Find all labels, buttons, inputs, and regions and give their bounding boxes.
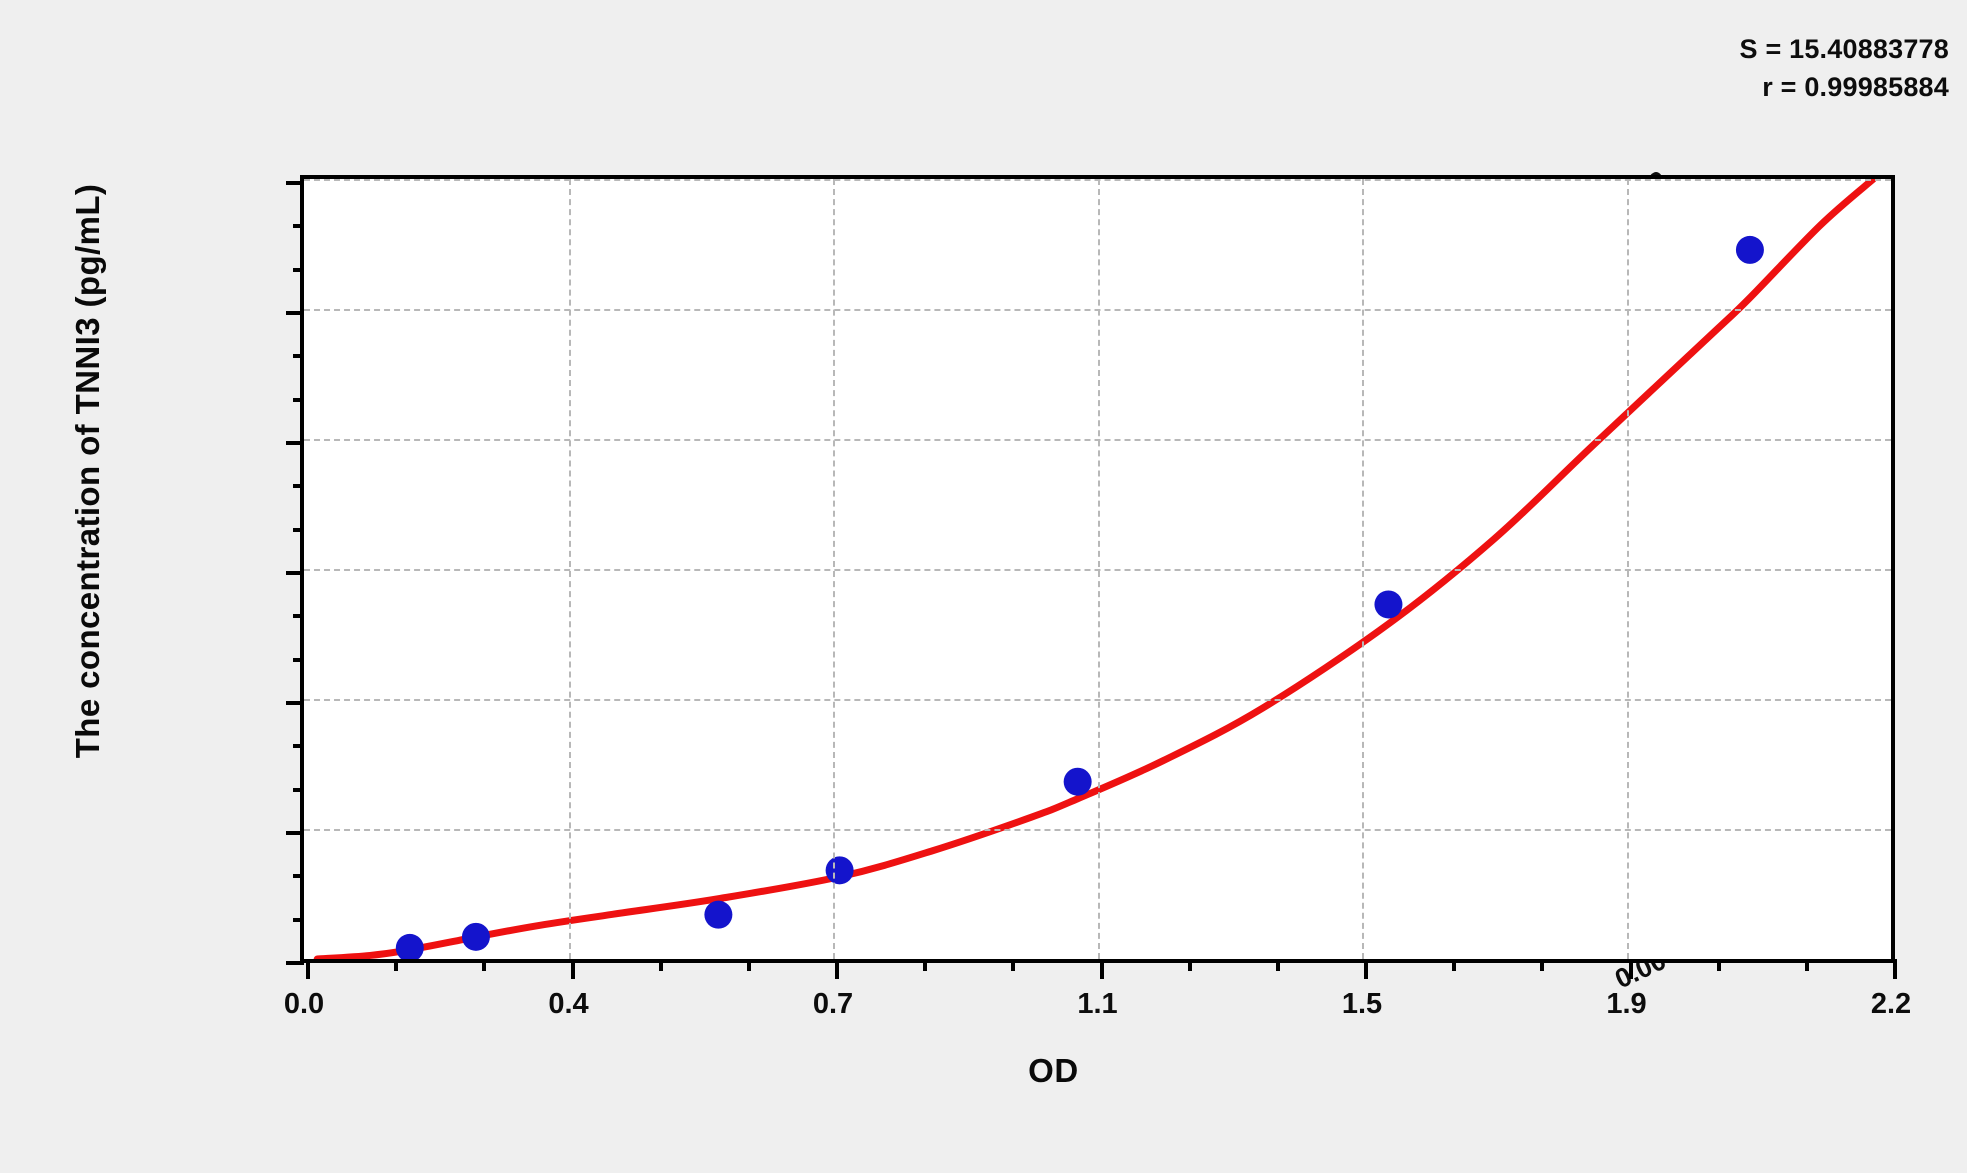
y-axis-title: The concentration of TNNI3 (pg/mL) (69, 183, 106, 759)
y-tick-minor (293, 744, 304, 749)
x-tick-minor (1011, 959, 1016, 971)
x-tick-label: 1.1 (1077, 988, 1118, 1020)
x-tick-minor (1540, 959, 1545, 971)
statistics-annotations: S = 15.40883778 r = 0.99985884 (1740, 30, 1949, 107)
fitted-curve (317, 179, 1873, 959)
x-tick-label: 0.7 (812, 988, 854, 1020)
data-point-marker[interactable] (704, 900, 733, 929)
plot-inner (304, 179, 1891, 959)
x-tick-minor (1275, 959, 1280, 971)
gridline-vertical (1626, 179, 1629, 959)
r-value-label: r = 0.99985884 (1762, 72, 1949, 103)
s-value-label: S = 15.40883778 (1739, 34, 1949, 64)
x-tick-minor (1716, 959, 1721, 971)
x-tick-major (1628, 959, 1633, 979)
x-axis-title: OD (1028, 1052, 1079, 1089)
x-tick-major (1364, 959, 1368, 979)
gridline-vertical (1097, 179, 1100, 959)
y-tick-major (286, 830, 304, 835)
gridline-vertical (1362, 179, 1364, 959)
y-tick-major (286, 181, 304, 185)
x-tick-minor (394, 959, 399, 971)
y-tick-minor (293, 657, 304, 662)
y-tick-major (286, 440, 304, 445)
y-tick-minor (293, 267, 304, 272)
y-tick-minor (293, 484, 304, 489)
y-tick-major (286, 701, 304, 705)
x-tick-minor (482, 959, 487, 971)
y-tick-minor (293, 614, 304, 619)
x-tick-major (306, 959, 310, 979)
x-tick-minor (1187, 959, 1192, 971)
x-tick-major (835, 959, 839, 979)
gridline-vertical (833, 179, 835, 959)
data-point-marker[interactable] (461, 922, 490, 951)
data-point-marker[interactable] (395, 933, 424, 959)
data-point-marker[interactable] (1374, 590, 1403, 619)
y-tick-minor (293, 874, 304, 879)
y-tick-minor (293, 917, 304, 922)
data-point-marker[interactable] (1735, 235, 1764, 264)
data-point-marker[interactable] (825, 856, 854, 885)
x-tick-minor (746, 959, 751, 971)
y-tick-major (286, 311, 304, 315)
x-tick-label: 2.2 (1870, 988, 1912, 1020)
y-tick-major (286, 571, 304, 575)
x-tick-label: 1.9 (1606, 988, 1647, 1020)
x-tick-minor (1804, 959, 1809, 971)
plot-area (286, 175, 1897, 979)
data-layer (304, 179, 1891, 959)
x-tick-label: 1.5 (1341, 988, 1383, 1020)
x-tick-minor (1452, 959, 1457, 971)
x-tick-minor (923, 959, 928, 971)
x-tick-label: 0.0 (283, 988, 325, 1020)
y-tick-minor (293, 527, 304, 532)
x-tick-major (570, 959, 575, 979)
y-tick-major (286, 961, 304, 965)
y-tick-minor (293, 224, 304, 229)
x-tick-major (1893, 959, 1897, 979)
x-tick-minor (658, 959, 663, 971)
y-tick-minor (293, 397, 304, 402)
y-tick-minor (293, 354, 304, 359)
y-tick-minor (293, 787, 304, 792)
data-point-marker[interactable] (1063, 767, 1092, 796)
gridline-vertical (568, 179, 571, 959)
x-tick-major (1099, 959, 1104, 979)
x-tick-label: 0.4 (548, 988, 589, 1020)
